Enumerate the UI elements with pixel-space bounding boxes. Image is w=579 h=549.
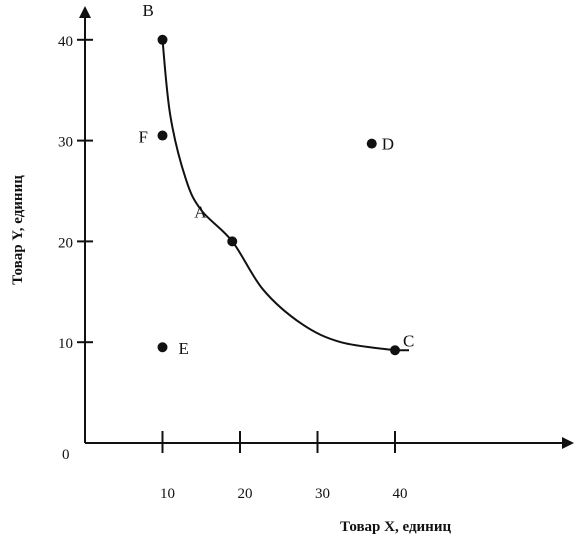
point-e [157,342,168,353]
y-axis-arrow [79,6,91,18]
point-label-a: A [194,202,207,221]
origin-label: 0 [62,447,70,463]
x-tick-label: 20 [238,486,253,502]
y-tick-label: 20 [58,235,73,251]
x-axis-arrow [562,437,574,449]
axes [79,6,574,449]
point-b [157,34,168,45]
point-a [227,236,238,247]
point-label-c: C [403,331,414,350]
x-axis-title: Товар X, единиц [340,519,451,535]
y-tick-label: 40 [58,34,73,50]
x-tick-label: 30 [315,486,330,502]
x-ticks: 10 20 30 40 [160,431,408,502]
point-label-d: D [382,135,394,154]
y-tick-label: 10 [58,336,73,352]
data-points: B F A C D E [139,1,415,358]
y-ticks: 10 20 30 40 [58,34,93,352]
y-axis-title: Товар Y, единиц [10,175,26,285]
point-d [366,138,377,149]
x-tick-label: 40 [393,486,408,502]
x-tick-label: 10 [160,486,175,502]
curve-line [161,39,409,352]
point-label-e: E [179,339,189,358]
point-f [157,130,168,141]
y-tick-label: 30 [58,135,73,151]
point-label-f: F [139,128,148,147]
point-c [390,345,400,356]
point-label-b: B [143,1,154,20]
